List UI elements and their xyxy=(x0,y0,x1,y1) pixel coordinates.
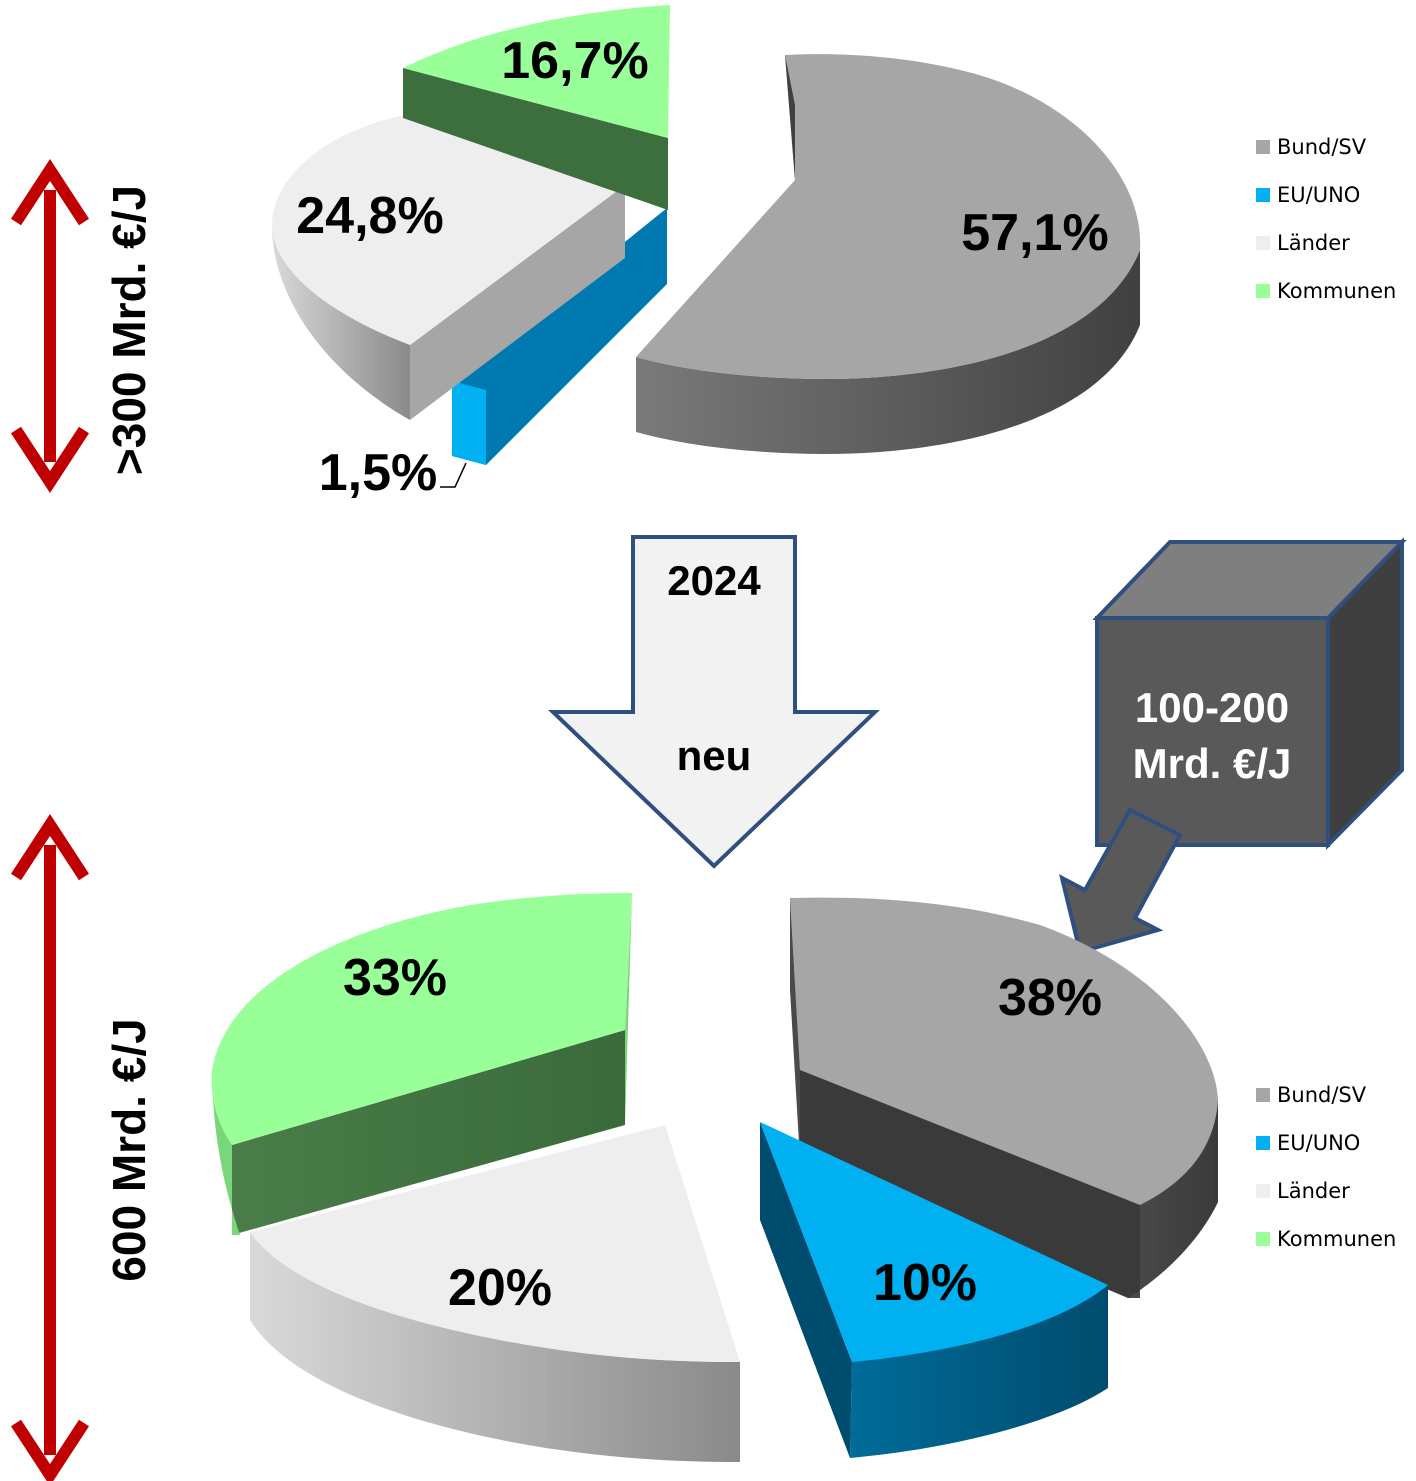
slice-laender xyxy=(250,1125,740,1462)
legend-swatch xyxy=(1256,284,1270,298)
label-laender-bottom: 20% xyxy=(448,1259,552,1317)
legend-entry: Kommunen xyxy=(1277,279,1396,303)
range-arrow-bottom xyxy=(10,814,90,1481)
pie-chart-bottom: 33% 38% 10% 20% xyxy=(211,893,1218,1462)
down-arrow-shape xyxy=(548,535,880,869)
legend-swatch xyxy=(1256,1184,1270,1198)
legend-swatch xyxy=(1256,140,1270,154)
cube-amount-line2: Mrd. €/J xyxy=(1133,740,1292,787)
legend-entry: Bund/SV xyxy=(1277,135,1367,159)
slice-bund-sv xyxy=(790,897,1218,1298)
slice-kommunen xyxy=(211,893,632,1235)
slice-kommunen xyxy=(403,5,670,210)
legend-entry: EU/UNO xyxy=(1277,1131,1360,1155)
cube-pointer-arrow xyxy=(1059,807,1183,955)
legend-entry: Kommunen xyxy=(1277,1227,1396,1251)
legend-top: Bund/SV EU/UNO Länder Kommunen xyxy=(1256,135,1396,303)
legend-swatch xyxy=(1256,1136,1270,1150)
amount-cube: 100-200 Mrd. €/J xyxy=(1092,537,1407,850)
legend-entry: EU/UNO xyxy=(1277,183,1360,207)
slice-laender xyxy=(272,115,625,420)
label-bund-sv-bottom: 38% xyxy=(998,969,1102,1027)
label-bund-sv-top: 57,1% xyxy=(961,204,1108,262)
legend-swatch xyxy=(1256,1232,1270,1246)
label-eu-uno-top: 1,5% xyxy=(319,444,438,502)
legend-entry: Länder xyxy=(1277,1179,1350,1203)
legend-bottom: Bund/SV EU/UNO Länder Kommunen xyxy=(1256,1083,1396,1251)
legend-swatch xyxy=(1256,188,1270,202)
label-laender-top: 24,8% xyxy=(296,187,443,245)
legend-entry: Bund/SV xyxy=(1277,1083,1367,1107)
legend-entry: Länder xyxy=(1277,231,1350,255)
leader-line xyxy=(440,462,467,488)
label-kommunen-bottom: 33% xyxy=(343,949,447,1007)
slice-eu-uno xyxy=(760,1122,1108,1458)
legend-swatch xyxy=(1256,1088,1270,1102)
total-label-top: >300 Mrd. €/J xyxy=(103,185,155,475)
cube-amount-line1: 100-200 xyxy=(1135,684,1289,731)
arrow-new-label: neu xyxy=(677,732,752,779)
total-label-bottom: 600 Mrd. €/J xyxy=(103,1018,155,1281)
label-eu-uno-bottom: 10% xyxy=(873,1254,977,1312)
slice-eu-uno xyxy=(452,208,667,465)
range-arrow-top xyxy=(10,159,90,493)
year-arrow: 2024 neu xyxy=(548,535,880,869)
arrow-year-label: 2024 xyxy=(667,557,761,604)
label-kommunen-top: 16,7% xyxy=(501,32,648,90)
slice-bund-sv xyxy=(636,54,1141,454)
pie-chart-top: 16,7% 24,8% 57,1% 1,5% xyxy=(272,5,1141,502)
legend-swatch xyxy=(1256,236,1270,250)
